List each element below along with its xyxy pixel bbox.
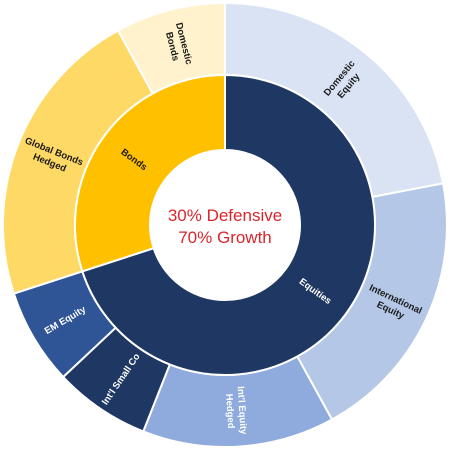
- outer-label-int-l-equity-hedged: Int'l EquityHedged: [223, 386, 249, 436]
- center-hole: [150, 150, 300, 300]
- center-text-line-2: 70% Growth: [178, 228, 272, 247]
- center-text-line-1: 30% Defensive: [168, 206, 282, 225]
